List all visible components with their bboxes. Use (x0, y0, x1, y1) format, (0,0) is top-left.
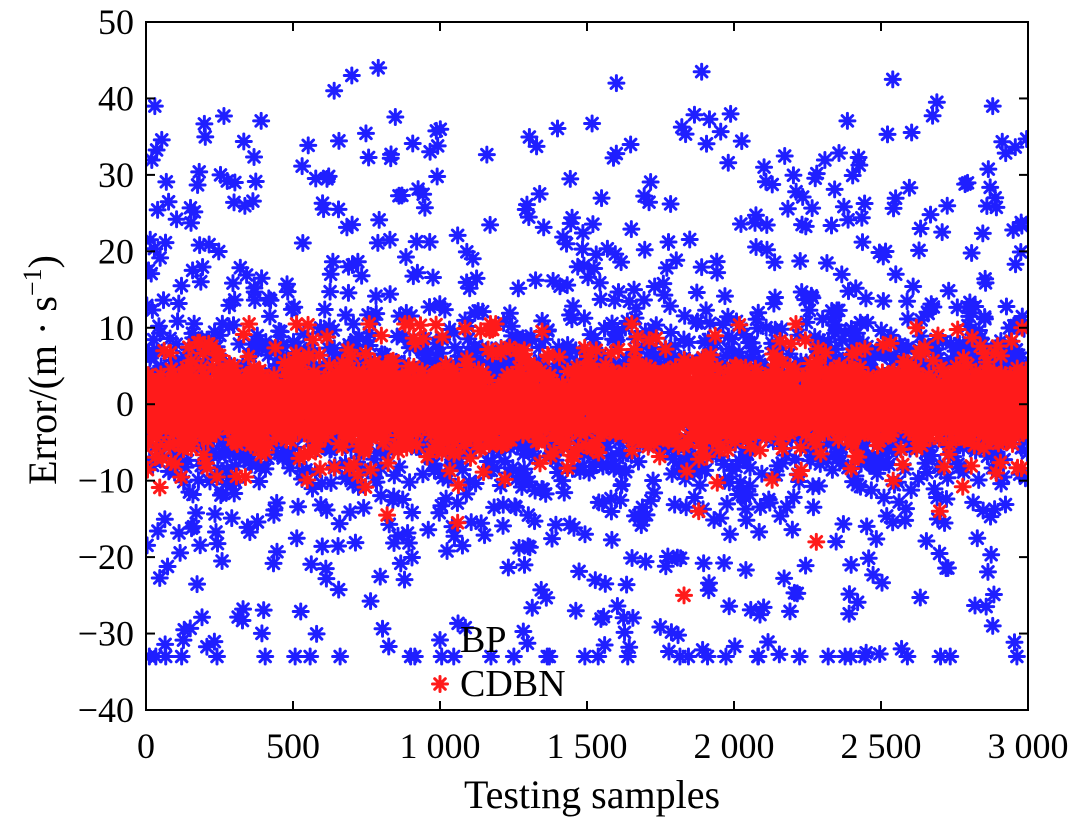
data-point-bp (892, 639, 911, 658)
data-point-bp (983, 616, 1002, 635)
y-axis-title-suffix: ) (20, 255, 65, 268)
y-tick-label: 40 (98, 78, 134, 118)
legend-label-cdbn: CDBN (460, 663, 566, 705)
y-axis-title-prefix: Error/(m · s (20, 296, 65, 485)
data-point-cdbn (448, 513, 467, 532)
legend: BP CDBN (431, 619, 566, 705)
x-axis-title: Testing samples (464, 772, 720, 817)
y-tick-label: 10 (98, 308, 134, 348)
legend-marker-bp-shape (431, 631, 449, 649)
x-tick-label: 1 000 (400, 726, 481, 766)
data-points-layer (146, 58, 1028, 666)
y-tick-label: 20 (98, 231, 134, 271)
x-tick-label: 0 (137, 726, 155, 766)
y-tick-label: 30 (98, 155, 134, 195)
x-tick-label: 500 (266, 726, 320, 766)
y-tick-label: 0 (116, 384, 134, 424)
data-point-bp (607, 74, 626, 93)
data-point-bp (983, 97, 1002, 116)
y-tick-label: 50 (98, 2, 134, 42)
data-point-cdbn (689, 502, 708, 521)
data-point-bp (927, 93, 946, 112)
data-point-cdbn (930, 502, 949, 521)
x-tick-label: 1 500 (547, 726, 628, 766)
data-point-cdbn (807, 532, 826, 551)
data-point-bp (595, 636, 614, 655)
data-point-bp (325, 81, 344, 100)
legend-marker-bp (431, 631, 449, 649)
x-tick-label: 2 500 (841, 726, 922, 766)
data-point-cdbn (907, 318, 926, 337)
data-point-bp (883, 70, 902, 89)
axis-ticks-layer: 0 500 1 000 1 500 2 000 2 500 3 000−40−30−20−1… (78, 2, 1069, 766)
data-point-bp (698, 647, 717, 666)
x-tick-label: 3 000 (988, 726, 1069, 766)
data-point-bp (146, 97, 164, 116)
legend-marker-cdbn-shape (431, 675, 449, 693)
legend-label-bp: BP (460, 619, 506, 661)
y-axis-title-exponent: −1 (18, 268, 47, 296)
y-tick-label: −10 (78, 461, 134, 501)
x-tick-label: 2 000 (694, 726, 775, 766)
data-point-bp (369, 58, 388, 77)
y-tick-label: −20 (78, 537, 134, 577)
data-point-bp (342, 66, 361, 85)
legend-marker-cdbn (431, 675, 449, 693)
y-tick-label: −30 (78, 614, 134, 654)
data-point-cdbn (378, 506, 397, 525)
data-point-bp (692, 62, 711, 81)
y-tick-label: −40 (78, 690, 134, 730)
data-point-bp (175, 620, 194, 639)
y-axis-title: Error/(m · s−1) (18, 255, 65, 485)
data-point-cdbn (675, 586, 694, 605)
